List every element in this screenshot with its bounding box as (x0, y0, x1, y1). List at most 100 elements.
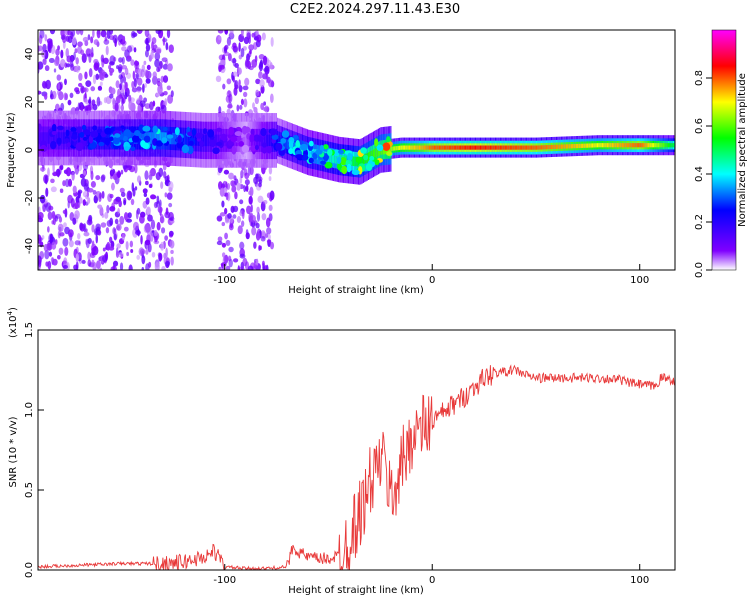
heatmap-noise-cell (85, 228, 88, 233)
heatmap-noise-cell (217, 30, 224, 34)
heatmap-noise-cell (72, 36, 77, 46)
heatmap-ridge-cell (662, 143, 665, 148)
heatmap-ridge-cell (288, 140, 290, 150)
heatmap-noise-cell (150, 194, 156, 200)
heatmap-noise-cell (263, 101, 267, 106)
heatmap-noise-cell (143, 192, 148, 197)
heatmap-noise-cell (269, 241, 275, 250)
heatmap-noise-cell (74, 201, 79, 210)
heatmap-noise-cell (239, 265, 245, 270)
heatmap-noise-cell (88, 214, 93, 222)
heatmap-noise-cell (119, 187, 125, 193)
heatmap-ridge-blob (131, 135, 140, 143)
heatmap-noise-cell (218, 266, 222, 270)
heatmap-ridge-cell (367, 152, 370, 162)
heatmap-noise-cell (236, 216, 242, 224)
heatmap-ridge-blob (238, 141, 245, 147)
heatmap-ridge-cell (391, 146, 393, 151)
heatmap-ridge-cell (203, 134, 205, 147)
heatmap-ridge-cell (507, 145, 509, 150)
heatmap-ridge-blob (141, 142, 150, 149)
heatmap-noise-cell (65, 167, 72, 177)
heatmap-noise-cell (239, 199, 244, 205)
heatmap-noise-cell (145, 69, 149, 79)
heatmap-noise-cell (45, 187, 49, 197)
heatmap-noise-cell (222, 83, 226, 90)
heatmap-ridge-cell (483, 145, 485, 150)
heatmap-noise-cell (267, 233, 271, 240)
heatmap-noise-cell (117, 207, 120, 215)
heatmap-ridge-cell (583, 143, 585, 148)
heatmap-noise-cell (157, 106, 161, 112)
heatmap-ridge-cell (374, 148, 376, 159)
heatmap-ridge-cell (100, 132, 102, 144)
heatmap-ridge-cell (446, 145, 448, 150)
heatmap-noise-cell (65, 47, 69, 58)
heatmap-ridge-cell (370, 150, 372, 161)
heatmap-ridge-cell (544, 145, 546, 150)
heatmap-ridge-cell (151, 132, 153, 144)
heatmap-noise-cell (51, 241, 57, 250)
heatmap-noise-cell (100, 54, 105, 63)
snr-y-axis-title: SNR (10 * v/v) (8, 416, 19, 487)
heatmap-ridge-blob (134, 130, 141, 136)
heatmap-noise-cell (256, 212, 261, 222)
heatmap-noise-cell (119, 83, 122, 91)
heatmap-noise-cell (84, 71, 88, 80)
heatmap-noise-cell (255, 258, 259, 266)
heatmap-ridge-cell (553, 144, 555, 150)
heatmap-noise-cell (67, 99, 72, 106)
heatmap-noise-cell (268, 166, 273, 175)
heatmap-noise-cell (108, 67, 115, 74)
heatmap-ridge-cell (574, 144, 576, 149)
heatmap-noise-cell (150, 232, 154, 242)
heatmap-ridge-cell (579, 143, 581, 149)
heatmap-noise-cell (77, 189, 83, 194)
heatmap-noise-cell (268, 176, 272, 182)
heatmap-noise-cell (219, 212, 226, 217)
heatmap-noise-cell (75, 260, 79, 270)
heatmap-noise-cell (152, 71, 157, 79)
heatmap-noise-cell (221, 242, 227, 248)
heatmap-ridge-blob (230, 136, 238, 143)
heatmap-ridge-cell (625, 143, 627, 148)
heatmap-noise-cell (162, 63, 169, 70)
heatmap-noise-cell (268, 204, 273, 212)
heatmap-noise-cell (164, 192, 168, 198)
heatmap-noise-cell (121, 96, 124, 106)
heatmap-noise-cell (51, 220, 55, 225)
heatmap-noise-cell (64, 246, 69, 256)
heatmap-noise-cell (236, 182, 241, 191)
heatmap-ridge-cell (462, 145, 464, 150)
heatmap-noise-cell (75, 196, 80, 204)
heatmap-noise-cell (96, 96, 101, 107)
heatmap-ridge-blob (337, 161, 342, 171)
heatmap-ridge-cell (263, 134, 265, 147)
heatmap-ridge-blob (215, 141, 223, 147)
heatmap-noise-cell (106, 241, 111, 251)
heatmap-noise-cell (78, 72, 83, 82)
heatmap-ridge-cell (433, 145, 435, 150)
heatmap-noise-cell (218, 181, 223, 190)
heatmap-noise-cell (240, 220, 245, 227)
heatmap-ridge-cell (247, 134, 249, 147)
heatmap-noise-cell (159, 82, 163, 90)
heatmap-ridge-cell (399, 145, 401, 150)
heatmap-noise-cell (101, 191, 105, 199)
heatmap-ridge-blob (56, 137, 62, 145)
heatmap-ridge-cell (655, 143, 657, 148)
heatmap-noise-cell (105, 45, 109, 56)
heatmap-ridge-cell (204, 134, 206, 147)
heatmap-ridge-cell (514, 145, 516, 150)
heatmap-ridge-blob (65, 129, 70, 137)
heatmap-ridge-cell (584, 143, 586, 148)
heatmap-noise-cell (228, 246, 234, 253)
heatmap-noise-cell (249, 49, 252, 55)
heatmap-noise-cell (115, 95, 121, 104)
heatmap-ridge-cell (548, 145, 550, 150)
heatmap-ridge-blob (40, 144, 47, 153)
heatmap-noise-cell (236, 104, 240, 112)
heatmap-ridge-cell (664, 143, 666, 148)
heatmap-ridge-blob (382, 142, 391, 151)
